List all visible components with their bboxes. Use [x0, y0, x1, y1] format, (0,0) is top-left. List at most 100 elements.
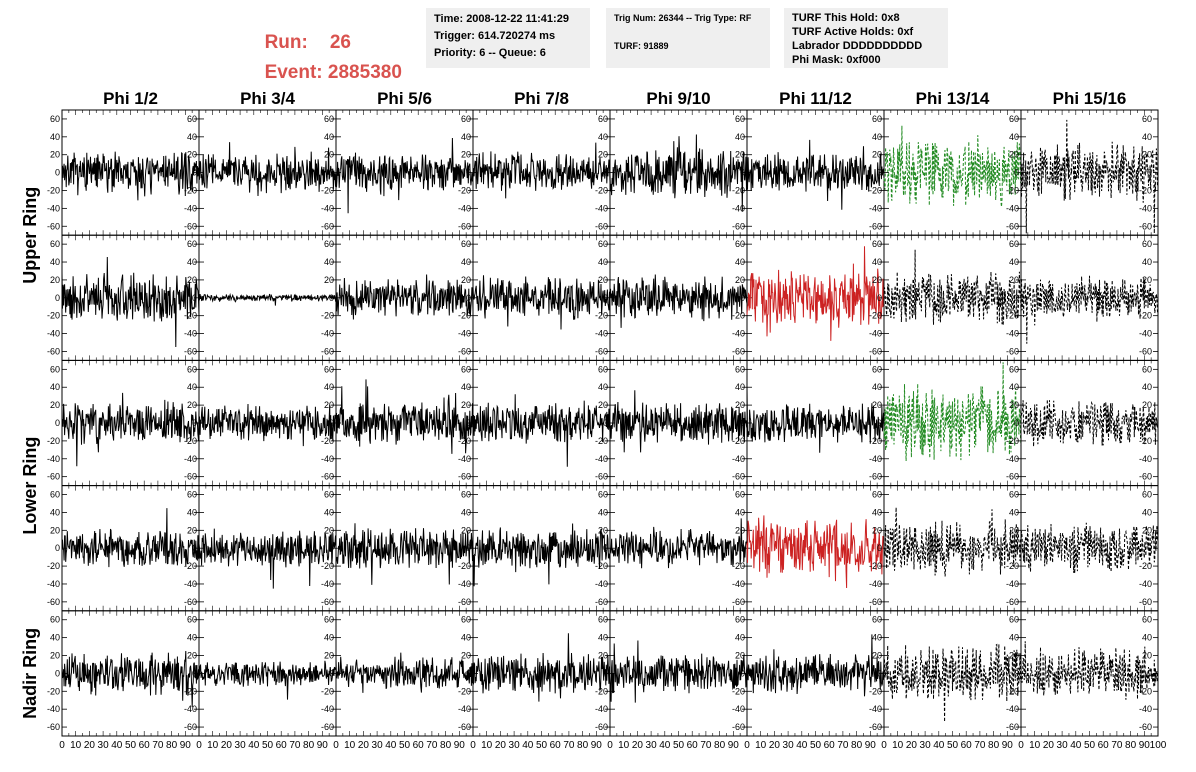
- x-tick-label: 0: [881, 740, 887, 751]
- y-tick-label: -20: [1006, 185, 1019, 195]
- y-tick-label: -20: [47, 686, 60, 696]
- y-tick-label: 60: [598, 364, 608, 374]
- y-tick-label: -60: [184, 722, 197, 732]
- y-tick-label: -40: [1006, 203, 1019, 213]
- y-tick-label: -40: [1006, 329, 1019, 339]
- x-tick-label: 70: [289, 740, 301, 751]
- y-tick-label: -40: [1006, 579, 1019, 589]
- y-tick-label: -20: [1139, 561, 1152, 571]
- y-tick-label: 60: [187, 490, 197, 500]
- y-tick-label: -40: [732, 579, 745, 589]
- x-tick-label: 40: [933, 740, 945, 751]
- waveform-trace: [335, 652, 474, 693]
- y-tick-label: 40: [1009, 633, 1019, 643]
- y-tick-label: 20: [1142, 525, 1152, 535]
- y-tick-label: 0: [603, 293, 608, 303]
- x-tick-label: 30: [646, 740, 658, 751]
- waveform-trace: [472, 394, 611, 467]
- y-tick-label: 40: [872, 633, 882, 643]
- waveform-trace: [609, 134, 748, 212]
- waveform-trace: [609, 518, 748, 569]
- y-tick-label: -60: [184, 346, 197, 356]
- x-tick-label: 50: [673, 740, 685, 751]
- y-tick-label: -20: [732, 185, 745, 195]
- x-tick-label: 80: [303, 740, 315, 751]
- y-tick-label: 60: [50, 364, 60, 374]
- y-tick-label: 20: [1009, 150, 1019, 160]
- y-tick-label: -40: [732, 454, 745, 464]
- y-tick-label: -40: [869, 203, 882, 213]
- x-tick-label: 60: [550, 740, 562, 751]
- y-tick-label: 40: [324, 132, 334, 142]
- y-tick-label: 20: [187, 275, 197, 285]
- y-tick-label: 40: [324, 633, 334, 643]
- x-tick-label: 30: [783, 740, 795, 751]
- y-tick-label: 40: [1142, 507, 1152, 517]
- y-tick-label: -40: [869, 329, 882, 339]
- y-tick-label: 0: [466, 668, 471, 678]
- y-tick-label: -20: [458, 185, 471, 195]
- y-tick-label: 40: [50, 132, 60, 142]
- waveform-trace: [335, 274, 474, 320]
- y-tick-label: 0: [466, 418, 471, 428]
- y-tick-label: 40: [461, 633, 471, 643]
- y-tick-label: -60: [458, 221, 471, 231]
- y-tick-label: 0: [55, 168, 60, 178]
- y-tick-label: -40: [47, 454, 60, 464]
- y-tick-label: 40: [187, 507, 197, 517]
- y-tick-label: -40: [1006, 704, 1019, 714]
- y-tick-label: 20: [324, 525, 334, 535]
- y-tick-label: 60: [872, 114, 882, 124]
- y-tick-label: -60: [595, 597, 608, 607]
- event-label: Event:: [264, 62, 323, 83]
- x-tick-label: 10: [755, 740, 767, 751]
- y-tick-label: 0: [603, 543, 608, 553]
- waveform-trace: [746, 246, 885, 341]
- y-tick-label: 40: [50, 382, 60, 392]
- y-tick-label: 60: [324, 615, 334, 625]
- y-tick-label: 40: [1142, 382, 1152, 392]
- waveform-trace: [61, 508, 200, 568]
- y-tick-label: -20: [732, 686, 745, 696]
- y-tick-label: 20: [50, 275, 60, 285]
- y-tick-label: 60: [187, 364, 197, 374]
- waveform-trace: [335, 379, 474, 454]
- y-tick-label: 60: [50, 239, 60, 249]
- x-tick-label: 20: [632, 740, 644, 751]
- waveform-trace: [472, 633, 611, 702]
- y-tick-label: 60: [324, 239, 334, 249]
- info-box-time: Time: 2008-12-22 11:41:29 Trigger: 614.7…: [426, 8, 590, 68]
- y-tick-label: -40: [595, 579, 608, 589]
- y-tick-label: -60: [869, 722, 882, 732]
- x-tick-label: 90: [865, 740, 877, 751]
- y-tick-label: -40: [595, 704, 608, 714]
- y-tick-label: 20: [872, 525, 882, 535]
- y-tick-label: 40: [735, 257, 745, 267]
- turf-text: TURF: 91889: [614, 41, 669, 51]
- y-tick-label: 40: [872, 382, 882, 392]
- y-tick-label: -20: [595, 436, 608, 446]
- y-tick-label: 0: [877, 293, 882, 303]
- x-tick-label: 80: [577, 740, 589, 751]
- y-tick-label: -60: [732, 346, 745, 356]
- y-tick-label: 40: [1009, 382, 1019, 392]
- y-tick-label: 20: [324, 275, 334, 285]
- y-tick-label: -20: [321, 686, 334, 696]
- y-tick-label: -60: [458, 722, 471, 732]
- y-tick-label: -20: [184, 686, 197, 696]
- y-tick-label: 60: [735, 490, 745, 500]
- y-tick-label: -60: [595, 472, 608, 482]
- x-tick-label: 20: [769, 740, 781, 751]
- x-tick-label: 0: [470, 740, 476, 751]
- y-tick-label: 60: [461, 239, 471, 249]
- y-tick-label: -40: [1006, 454, 1019, 464]
- y-tick-label: -60: [595, 722, 608, 732]
- column-header: Phi 15/16: [1053, 89, 1127, 108]
- y-tick-label: 20: [461, 525, 471, 535]
- waveform-trace: [746, 515, 885, 589]
- y-tick-label: 0: [192, 668, 197, 678]
- y-tick-label: -20: [321, 561, 334, 571]
- y-tick-label: -60: [458, 597, 471, 607]
- event-value: 2885380: [327, 62, 402, 83]
- column-header: Phi 9/10: [646, 89, 710, 108]
